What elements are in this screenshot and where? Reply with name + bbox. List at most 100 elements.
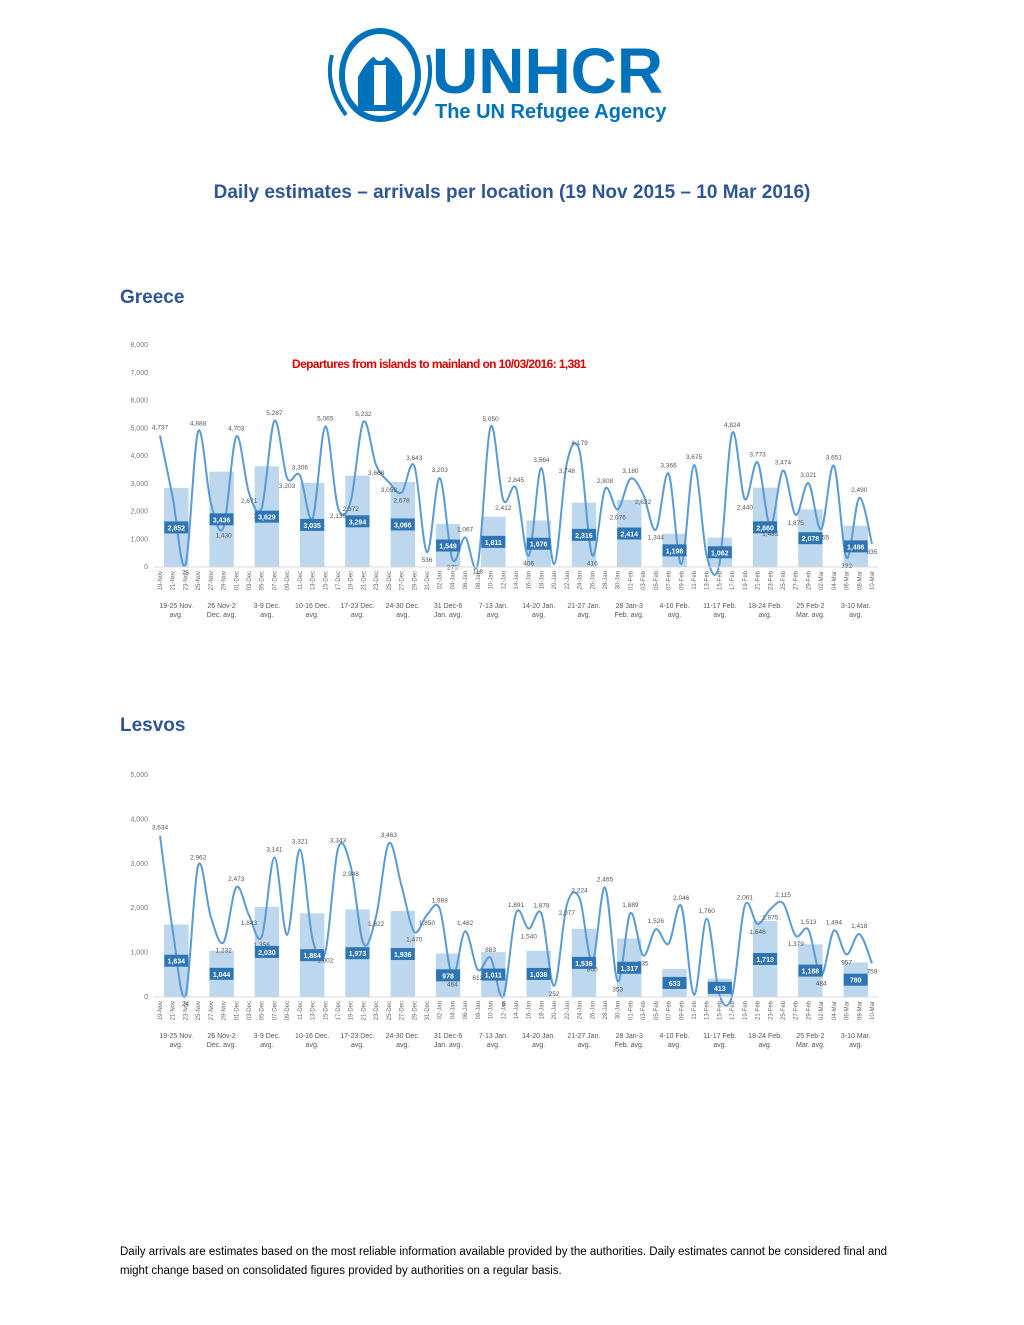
- bar-label: 978: [442, 973, 454, 980]
- bar-label: 2,030: [258, 950, 276, 957]
- bar-label: 1,549: [439, 544, 457, 551]
- x-tick-label: 07-Dec: [272, 571, 278, 590]
- data-label: 3,634: [152, 825, 169, 832]
- x-tick-label: 19-Nov: [158, 571, 164, 590]
- bar-label-box: [209, 967, 234, 980]
- logo: UNHCR The UN Refugee Agency: [327, 28, 667, 123]
- logo-tagline: The UN Refugee Agency: [435, 101, 667, 123]
- data-label: 4,824: [724, 422, 741, 429]
- x-tick-label: 16-Jan: [527, 1001, 533, 1019]
- x-tick-label: 01-Dec: [234, 571, 240, 590]
- x-tick-label: 26-Jan: [590, 1001, 596, 1019]
- category-label: 31 Dec-6 Jan. avg.: [433, 603, 463, 619]
- x-tick-label: 27-Feb: [794, 1000, 800, 1020]
- x-tick-label: 22-Jan: [565, 1001, 571, 1019]
- chart-title: Lesvos: [120, 715, 186, 736]
- x-tick-label: 10-Jan: [489, 571, 495, 589]
- category-label: 19-25 Nov. avg.: [159, 1033, 194, 1049]
- data-label: 2,490: [851, 487, 868, 494]
- x-tick-label: 02-Jan: [438, 571, 444, 589]
- x-tick-label: 29-Nov: [222, 571, 228, 590]
- x-tick-label: 28-Jan: [603, 1001, 609, 1019]
- category-label: 19-25 Nov. avg.: [159, 603, 194, 619]
- bar-label: 1,486: [847, 544, 865, 551]
- category-label: 26 Nov-2 Dec. avg.: [206, 1033, 237, 1049]
- category-label: 4-10 Feb. avg.: [659, 1033, 690, 1049]
- x-tick-label: 25-Dec: [387, 1001, 393, 1020]
- x-tick-label: 09-Feb: [679, 570, 685, 590]
- data-label: 1,540: [521, 934, 538, 941]
- data-label: 1,418: [851, 923, 868, 930]
- bar-label-box: [753, 521, 778, 534]
- data-label: 3,321: [292, 839, 309, 846]
- x-tick-label: 30-Jan: [616, 571, 622, 589]
- data-label: 2,076: [610, 514, 627, 521]
- x-tick-label: 01-Feb: [628, 1000, 634, 1020]
- data-label: 24: [182, 1001, 190, 1008]
- bar-label: 1,811: [485, 540, 502, 547]
- category-label: 3-10 Mar. avg.: [840, 1033, 871, 1049]
- data-label: 1,988: [432, 898, 449, 905]
- category-label: 18-24 Feb. avg.: [748, 603, 783, 619]
- x-tick-label: 27-Dec: [400, 1001, 406, 1020]
- x-tick-label: 08-Mar: [857, 1001, 863, 1020]
- data-label: 2,622: [635, 499, 652, 506]
- chart-svg: 0 1,000 2,000 3,000 4,000 5,000 6,000 7,000 8,00…: [130, 342, 879, 590]
- x-tick-label: 23-Dec: [374, 1001, 380, 1020]
- data-label: 464: [447, 981, 458, 988]
- bar-label: 3,294: [349, 519, 367, 526]
- bar-label-box: [390, 948, 415, 961]
- bar-label: 1,676: [530, 542, 548, 549]
- x-tick-label: 19-Feb: [743, 1000, 749, 1020]
- y-tick-label: 4,000: [130, 453, 148, 460]
- data-label: 1,002: [317, 958, 334, 965]
- data-label: 2,046: [673, 895, 690, 902]
- x-tick-label: 26-Jan: [590, 571, 596, 589]
- y-tick-label: 6,000: [130, 398, 148, 405]
- bar-label: 3,035: [303, 523, 321, 530]
- y-tick-label: 0: [144, 564, 148, 571]
- category-label: 26 Nov-2 Dec. avg.: [206, 603, 237, 619]
- logo-emblem: [327, 28, 433, 122]
- data-label: 2,473: [228, 876, 245, 883]
- line: [159, 419, 873, 576]
- y-tick-label: 3,000: [130, 861, 148, 868]
- x-tick-label: 19-Dec: [349, 571, 355, 590]
- bar-label: 1,062: [711, 550, 729, 557]
- x-tick-label: 06-Mar: [845, 571, 851, 590]
- x-tick-label: 04-Jan: [450, 571, 456, 589]
- bar-label: 2,316: [575, 533, 593, 540]
- x-tick-label: 21-Feb: [756, 570, 762, 590]
- bar-label-box: [436, 969, 461, 982]
- x-tick-label: 11-Feb: [692, 570, 698, 589]
- y-tick-label: 2,000: [130, 509, 148, 516]
- x-tick-label: 22-Jan: [565, 571, 571, 589]
- data-label: 9: [501, 1002, 505, 1009]
- data-label: 2,412: [495, 505, 512, 512]
- chart-title: Greece: [120, 287, 185, 308]
- data-label: 1,889: [622, 902, 639, 909]
- annotation: Departures from islands to mainland on 1…: [292, 357, 587, 371]
- x-tick-label: 19-Nov: [158, 1001, 164, 1020]
- bar-label-box: [300, 949, 325, 962]
- data-label: 1,379: [788, 941, 805, 948]
- data-label: 416: [587, 560, 598, 567]
- y-tick-label: 3,000: [130, 481, 148, 488]
- category-label: 3-9 Dec. avg.: [253, 1033, 281, 1049]
- bar-label: 2,860: [756, 525, 774, 532]
- category-label: 17-23 Dec. avg.: [340, 1033, 375, 1049]
- x-tick-label: 17-Dec: [336, 1001, 342, 1020]
- x-tick-label: 23-Feb: [768, 570, 774, 590]
- y-tick-label: 1,000: [130, 950, 148, 957]
- bar-label-box: [300, 518, 325, 531]
- bar-label: 2,078: [802, 536, 820, 543]
- x-tick-label: 20-Jan: [552, 571, 558, 589]
- y-tick-label: 8,000: [130, 342, 148, 349]
- bar-label: 3,066: [394, 522, 412, 529]
- x-tick-label: 13-Feb: [705, 570, 711, 590]
- x-tick-label: 04-Jan: [450, 1001, 456, 1019]
- data-label: 1,646: [749, 929, 766, 936]
- x-tick-label: 17-Dec: [336, 571, 342, 590]
- bar-label-box: [798, 964, 823, 977]
- x-tick-label: 05-Feb: [654, 570, 660, 590]
